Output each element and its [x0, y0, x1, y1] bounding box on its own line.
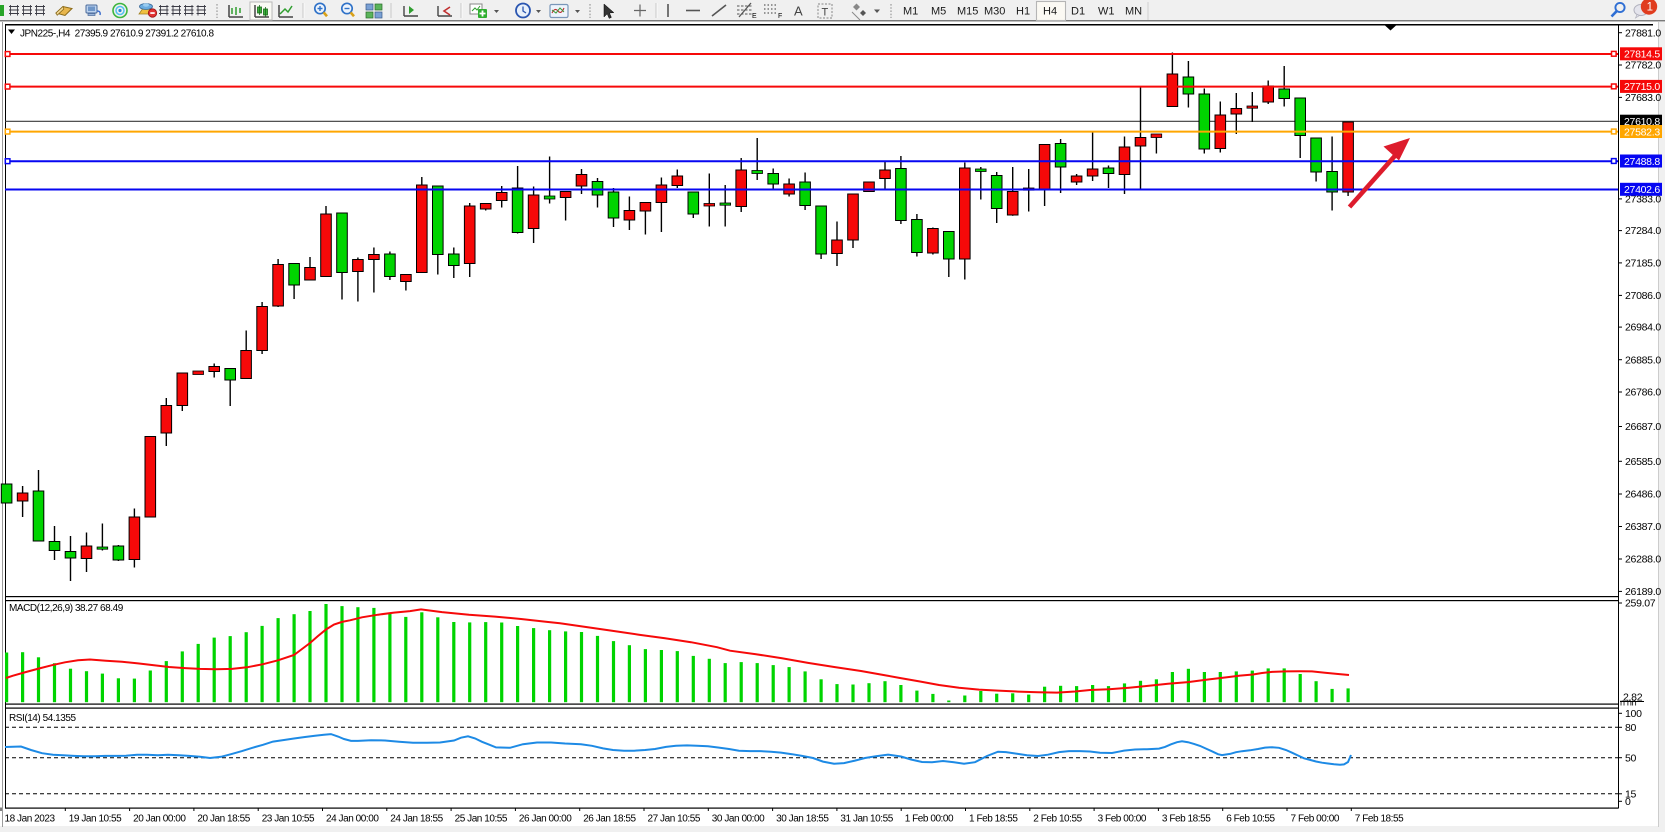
- svg-text:26387.0: 26387.0: [1625, 521, 1661, 533]
- svg-text:7 Feb 18:55: 7 Feb 18:55: [1355, 814, 1404, 825]
- svg-text:23 Jan 10:55: 23 Jan 10:55: [262, 814, 315, 825]
- svg-text:A: A: [794, 4, 803, 19]
- svg-text:25 Jan 10:55: 25 Jan 10:55: [455, 814, 508, 825]
- svg-text:26189.0: 26189.0: [1625, 586, 1661, 598]
- svg-text:JPN225-,H4 27395.9 27610.9 27: JPN225-,H4 27395.9 27610.9 27391.2 27610…: [20, 29, 214, 40]
- svg-text:27284.0: 27284.0: [1625, 225, 1661, 237]
- svg-text:27383.0: 27383.0: [1625, 194, 1661, 206]
- svg-text:MN: MN: [1125, 6, 1142, 18]
- svg-text:19 Jan 10:55: 19 Jan 10:55: [69, 814, 122, 825]
- svg-text:26885.0: 26885.0: [1625, 354, 1661, 366]
- svg-text:1: 1: [1647, 2, 1653, 14]
- svg-text:30 Jan 18:55: 30 Jan 18:55: [776, 814, 829, 825]
- svg-text:27881.0: 27881.0: [1625, 27, 1661, 39]
- svg-text:15: 15: [1625, 788, 1637, 800]
- svg-text:27782.0: 27782.0: [1625, 60, 1661, 72]
- svg-text:T: T: [822, 7, 829, 19]
- svg-text:26288.0: 26288.0: [1625, 554, 1661, 566]
- svg-text:H4: H4: [1043, 6, 1057, 18]
- svg-text:M5: M5: [931, 6, 946, 18]
- svg-text:80: 80: [1625, 722, 1637, 734]
- svg-text:MACD(12,26,9) 38.27 68.49: MACD(12,26,9) 38.27 68.49: [9, 603, 124, 614]
- svg-text:2 Feb 10:55: 2 Feb 10:55: [1033, 814, 1082, 825]
- svg-text:1 Feb 00:00: 1 Feb 00:00: [905, 814, 954, 825]
- svg-text:2.82: 2.82: [1623, 692, 1643, 704]
- svg-text:RSI(14) 54.1355: RSI(14) 54.1355: [9, 713, 77, 724]
- svg-text:3 Feb 00:00: 3 Feb 00:00: [1098, 814, 1147, 825]
- svg-text:50: 50: [1625, 752, 1637, 764]
- svg-text:18 Jan 2023: 18 Jan 2023: [5, 814, 56, 825]
- svg-text:26984.0: 26984.0: [1625, 322, 1661, 334]
- svg-text:27683.0: 27683.0: [1625, 92, 1661, 104]
- svg-text:3 Feb 18:55: 3 Feb 18:55: [1162, 814, 1211, 825]
- svg-text:M15: M15: [957, 6, 978, 18]
- svg-text:27582.3: 27582.3: [1624, 126, 1660, 138]
- svg-text:n nn: n nn: [1620, 698, 1637, 708]
- svg-text:1 Feb 18:55: 1 Feb 18:55: [969, 814, 1018, 825]
- svg-text:0: 0: [1625, 796, 1631, 808]
- svg-text:20 Jan 18:55: 20 Jan 18:55: [197, 814, 250, 825]
- svg-text:20 Jan 00:00: 20 Jan 00:00: [133, 814, 186, 825]
- svg-text:259.07: 259.07: [1625, 598, 1656, 610]
- svg-text:27185.0: 27185.0: [1625, 258, 1661, 270]
- svg-text:27086.0: 27086.0: [1625, 290, 1661, 302]
- svg-text:26 Jan 00:00: 26 Jan 00:00: [519, 814, 572, 825]
- svg-text:M1: M1: [903, 6, 918, 18]
- svg-text:24 Jan 00:00: 24 Jan 00:00: [326, 814, 379, 825]
- svg-text:26585.0: 26585.0: [1625, 456, 1661, 468]
- svg-text:E: E: [752, 13, 757, 20]
- svg-text:27402.6: 27402.6: [1624, 184, 1660, 196]
- svg-text:27814.5: 27814.5: [1624, 49, 1660, 61]
- svg-text:H1: H1: [1016, 6, 1030, 18]
- svg-text:31 Jan 10:55: 31 Jan 10:55: [840, 814, 893, 825]
- svg-text:26687.0: 26687.0: [1625, 421, 1661, 433]
- svg-text:27 Jan 10:55: 27 Jan 10:55: [648, 814, 701, 825]
- svg-text:W1: W1: [1098, 6, 1115, 18]
- svg-text:7 Feb 00:00: 7 Feb 00:00: [1291, 814, 1340, 825]
- svg-text:100: 100: [1625, 708, 1642, 720]
- svg-text:24 Jan 18:55: 24 Jan 18:55: [390, 814, 443, 825]
- svg-text:26486.0: 26486.0: [1625, 489, 1661, 501]
- svg-text:30 Jan 00:00: 30 Jan 00:00: [712, 814, 765, 825]
- svg-text:6 Feb 10:55: 6 Feb 10:55: [1226, 814, 1275, 825]
- svg-text:27488.8: 27488.8: [1624, 156, 1660, 168]
- svg-text:26 Jan 18:55: 26 Jan 18:55: [583, 814, 636, 825]
- svg-text:26786.0: 26786.0: [1625, 387, 1661, 399]
- svg-text:D1: D1: [1071, 6, 1085, 18]
- svg-text:F: F: [778, 13, 782, 20]
- svg-text:M30: M30: [984, 6, 1005, 18]
- svg-text:27715.0: 27715.0: [1624, 81, 1660, 93]
